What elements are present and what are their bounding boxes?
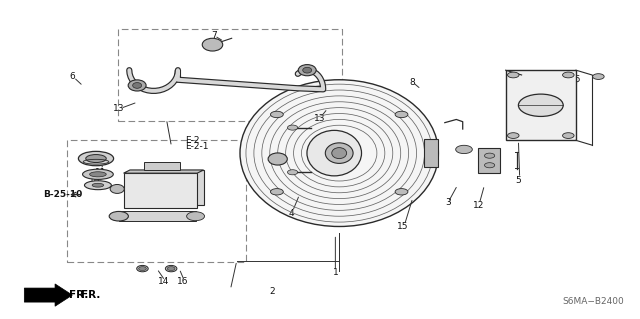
Ellipse shape (268, 153, 287, 165)
Ellipse shape (109, 211, 129, 221)
Text: 4: 4 (289, 209, 294, 218)
Circle shape (508, 133, 519, 138)
Bar (145, 162, 180, 170)
Polygon shape (24, 284, 72, 306)
Ellipse shape (303, 67, 312, 73)
Text: B-25-10: B-25-10 (44, 190, 83, 199)
Text: 16: 16 (177, 277, 188, 286)
Ellipse shape (86, 155, 106, 163)
Text: 13: 13 (314, 114, 326, 122)
Text: 6: 6 (70, 72, 75, 81)
Circle shape (271, 189, 284, 195)
Circle shape (287, 170, 298, 175)
Circle shape (271, 111, 284, 118)
Bar (130, 170, 204, 205)
Bar (424, 139, 438, 167)
Circle shape (395, 189, 408, 195)
Polygon shape (124, 170, 204, 173)
Ellipse shape (137, 265, 148, 272)
Text: 15: 15 (397, 222, 409, 231)
Text: 7: 7 (212, 31, 217, 40)
Circle shape (593, 74, 604, 79)
Circle shape (456, 145, 472, 154)
Circle shape (187, 212, 205, 221)
Circle shape (484, 153, 495, 158)
Ellipse shape (128, 80, 146, 91)
Circle shape (484, 163, 495, 168)
Text: 10: 10 (89, 177, 100, 186)
Circle shape (518, 94, 563, 116)
Text: 15: 15 (570, 75, 582, 84)
Ellipse shape (202, 38, 223, 51)
Ellipse shape (332, 148, 347, 159)
Circle shape (167, 267, 175, 271)
Bar (119, 211, 196, 221)
Text: 9: 9 (100, 158, 105, 167)
Circle shape (139, 267, 147, 271)
Text: 11: 11 (95, 168, 106, 177)
Circle shape (563, 72, 574, 78)
Text: 12: 12 (473, 201, 484, 210)
Bar (506, 70, 576, 140)
Ellipse shape (132, 83, 141, 88)
Circle shape (395, 111, 408, 118)
Bar (478, 148, 500, 173)
Ellipse shape (165, 265, 177, 272)
Text: 2: 2 (269, 287, 275, 296)
Text: 3: 3 (445, 198, 451, 207)
Text: 5: 5 (516, 176, 521, 185)
Text: FR.: FR. (69, 290, 88, 300)
Ellipse shape (92, 183, 104, 187)
Ellipse shape (240, 80, 438, 226)
Ellipse shape (84, 181, 111, 190)
Text: FR.: FR. (81, 290, 100, 300)
Ellipse shape (83, 169, 113, 179)
Bar (124, 173, 197, 208)
Ellipse shape (325, 143, 353, 163)
Bar (67, 140, 246, 262)
Ellipse shape (110, 184, 124, 193)
Text: 14: 14 (157, 277, 169, 286)
Circle shape (508, 72, 519, 78)
Text: E-2: E-2 (186, 136, 200, 145)
Text: 13: 13 (113, 104, 125, 113)
Text: E-2-1: E-2-1 (186, 142, 209, 151)
Circle shape (287, 125, 298, 130)
Ellipse shape (307, 130, 362, 176)
Text: 1: 1 (333, 268, 338, 277)
Bar (118, 29, 342, 121)
Ellipse shape (298, 64, 316, 76)
Ellipse shape (79, 152, 114, 166)
Text: 8: 8 (410, 78, 415, 87)
Text: S6MA−B2400: S6MA−B2400 (563, 297, 624, 306)
Circle shape (563, 133, 574, 138)
Ellipse shape (90, 172, 106, 177)
